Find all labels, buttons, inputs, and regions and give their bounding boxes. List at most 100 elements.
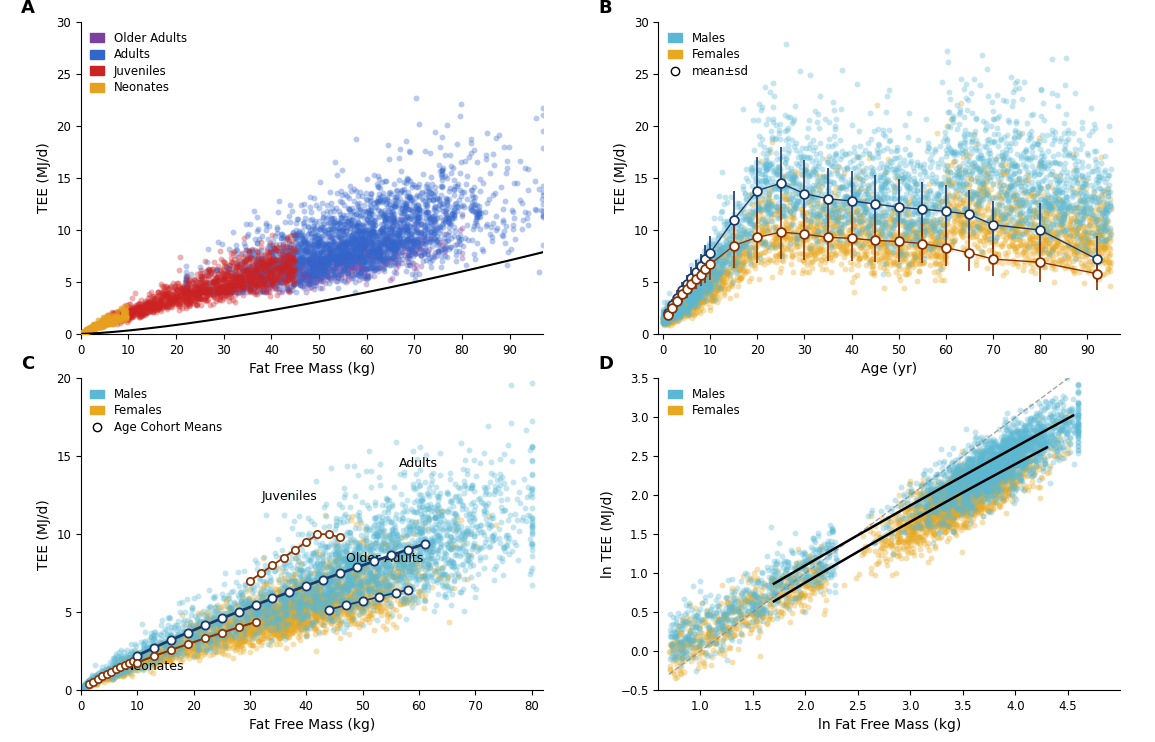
Point <box>737 582 755 594</box>
Point <box>1040 248 1058 260</box>
Point <box>276 262 295 274</box>
Point <box>931 483 949 495</box>
Point <box>320 604 338 616</box>
Point <box>277 260 296 272</box>
Point <box>669 640 687 651</box>
Point <box>263 601 282 613</box>
Point <box>914 203 932 215</box>
Point <box>825 198 843 210</box>
Point <box>1026 446 1044 458</box>
Point <box>814 233 833 245</box>
Point <box>993 149 1012 161</box>
Point <box>904 255 923 266</box>
Point <box>259 596 277 608</box>
Point <box>1015 453 1034 465</box>
Point <box>684 292 702 304</box>
Point <box>990 473 1008 485</box>
Point <box>901 197 919 209</box>
Point <box>405 221 424 233</box>
Point <box>344 613 363 625</box>
Point <box>365 263 383 275</box>
Point <box>321 612 340 624</box>
Point <box>364 247 382 259</box>
Point <box>195 280 214 292</box>
Point <box>383 246 402 258</box>
Point <box>862 211 880 223</box>
Point <box>422 570 440 582</box>
Point <box>1088 213 1106 225</box>
Point <box>77 325 96 337</box>
Point <box>985 478 1004 490</box>
Point <box>342 514 360 526</box>
Point <box>1066 253 1085 265</box>
Point <box>387 243 405 255</box>
Point <box>942 499 961 511</box>
Point <box>679 308 698 320</box>
Point <box>1085 190 1103 202</box>
Point <box>986 482 1005 494</box>
Point <box>325 247 343 259</box>
Point <box>695 260 714 272</box>
Point <box>225 283 244 295</box>
Point <box>349 257 367 269</box>
Point <box>375 253 394 265</box>
Point <box>1098 190 1117 202</box>
Point <box>397 597 416 608</box>
Point <box>111 662 129 674</box>
Point <box>259 266 277 278</box>
Point <box>381 538 400 550</box>
Point <box>807 200 826 212</box>
Point <box>326 263 344 275</box>
Point <box>889 211 908 223</box>
Point <box>337 543 356 555</box>
Point <box>491 479 509 491</box>
Point <box>754 582 773 594</box>
Point <box>1095 194 1113 206</box>
Point <box>936 203 954 215</box>
Point <box>961 481 979 493</box>
Point <box>701 289 720 301</box>
Point <box>237 621 255 633</box>
Point <box>695 646 714 658</box>
Point <box>385 200 403 211</box>
Point <box>288 600 306 611</box>
Point <box>260 609 278 621</box>
Point <box>179 278 198 289</box>
Point <box>663 630 681 642</box>
Point <box>967 197 985 209</box>
Point <box>655 317 673 329</box>
Point <box>761 143 780 155</box>
Point <box>830 134 849 146</box>
Point <box>377 238 395 250</box>
Point <box>214 624 232 636</box>
Point <box>686 628 705 640</box>
Point <box>657 306 676 318</box>
Point <box>881 505 900 516</box>
Point <box>312 567 330 579</box>
Point <box>277 234 296 246</box>
Point <box>845 229 864 241</box>
Point <box>195 285 214 297</box>
Point <box>96 312 114 324</box>
Point <box>186 636 204 648</box>
Point <box>128 651 147 663</box>
Point <box>133 301 151 312</box>
Point <box>87 671 105 683</box>
Point <box>280 235 298 247</box>
Point <box>286 553 305 565</box>
Point <box>343 226 362 238</box>
Point <box>963 192 982 204</box>
Point <box>352 259 371 271</box>
Point <box>243 275 261 287</box>
Point <box>195 620 214 631</box>
Point <box>359 228 378 240</box>
Point <box>1007 196 1026 208</box>
Point <box>760 237 778 249</box>
Point <box>340 526 358 538</box>
Point <box>931 505 949 517</box>
Point <box>1024 442 1043 454</box>
Point <box>924 484 942 496</box>
Point <box>85 677 104 689</box>
Point <box>82 321 100 333</box>
Point <box>333 255 351 267</box>
